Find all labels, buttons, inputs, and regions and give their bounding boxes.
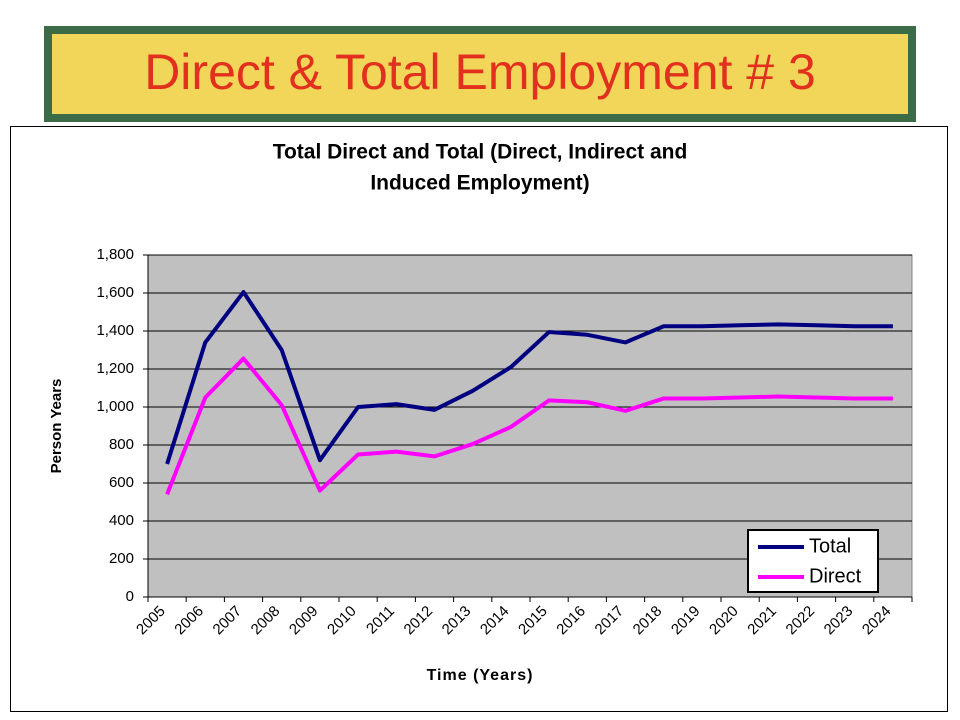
y-axis-label: Person Years [48, 379, 65, 474]
y-tick-label: 400 [109, 512, 134, 529]
legend-label: Total [809, 535, 851, 557]
y-tick-label: 1,400 [96, 322, 134, 339]
y-tick-label: 200 [109, 550, 134, 567]
x-axis-label: Time (Years) [427, 667, 534, 684]
y-tick-label: 0 [126, 588, 134, 605]
y-tick-label: 800 [109, 436, 134, 453]
title-banner [44, 26, 916, 122]
y-tick-label: 1,000 [96, 398, 134, 415]
chart-title: Induced Employment) [370, 172, 589, 195]
y-tick-label: 1,600 [96, 284, 134, 301]
legend-box [747, 529, 879, 593]
series-line [165, 290, 893, 465]
y-tick-label: 600 [109, 474, 134, 491]
legend-label: Direct [809, 565, 862, 587]
slide-title: Direct & Total Employment # 3 [144, 44, 816, 100]
chart-title: Total Direct and Total (Direct, Indirect… [273, 141, 688, 164]
series-line [165, 356, 893, 496]
y-tick-label: 1,200 [96, 360, 134, 377]
y-tick-label: 1,800 [96, 246, 134, 263]
